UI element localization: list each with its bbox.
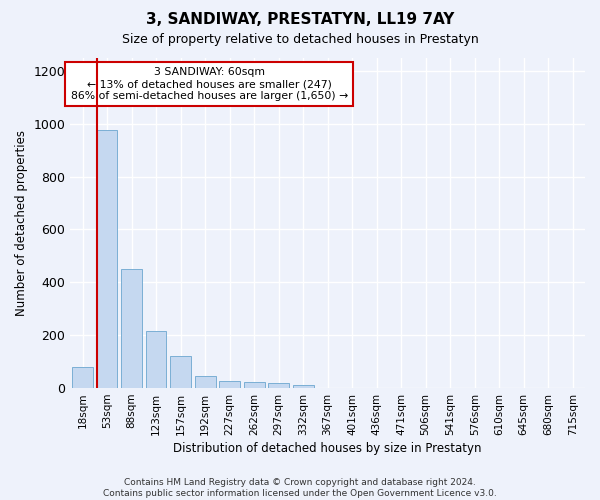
Bar (72, 367, 93, 388)
Text: Size of property relative to detached houses in Prestatyn: Size of property relative to detached ho… (122, 32, 478, 46)
Bar (170, 356, 191, 388)
Y-axis label: Number of detached properties: Number of detached properties (15, 130, 28, 316)
Bar (293, 385, 314, 388)
Bar (194, 376, 215, 388)
Bar (97, 130, 118, 388)
Text: 3 SANDIWAY: 60sqm
← 13% of detached houses are smaller (247)
86% of semi-detache: 3 SANDIWAY: 60sqm ← 13% of detached hous… (71, 68, 348, 100)
X-axis label: Distribution of detached houses by size in Prestatyn: Distribution of detached houses by size … (173, 442, 482, 455)
Bar (244, 382, 265, 388)
Bar (268, 383, 289, 388)
Text: 3, SANDIWAY, PRESTATYN, LL19 7AY: 3, SANDIWAY, PRESTATYN, LL19 7AY (146, 12, 454, 28)
Bar (219, 382, 240, 388)
Text: Contains HM Land Registry data © Crown copyright and database right 2024.
Contai: Contains HM Land Registry data © Crown c… (103, 478, 497, 498)
Bar (146, 331, 166, 388)
Bar (121, 269, 142, 388)
